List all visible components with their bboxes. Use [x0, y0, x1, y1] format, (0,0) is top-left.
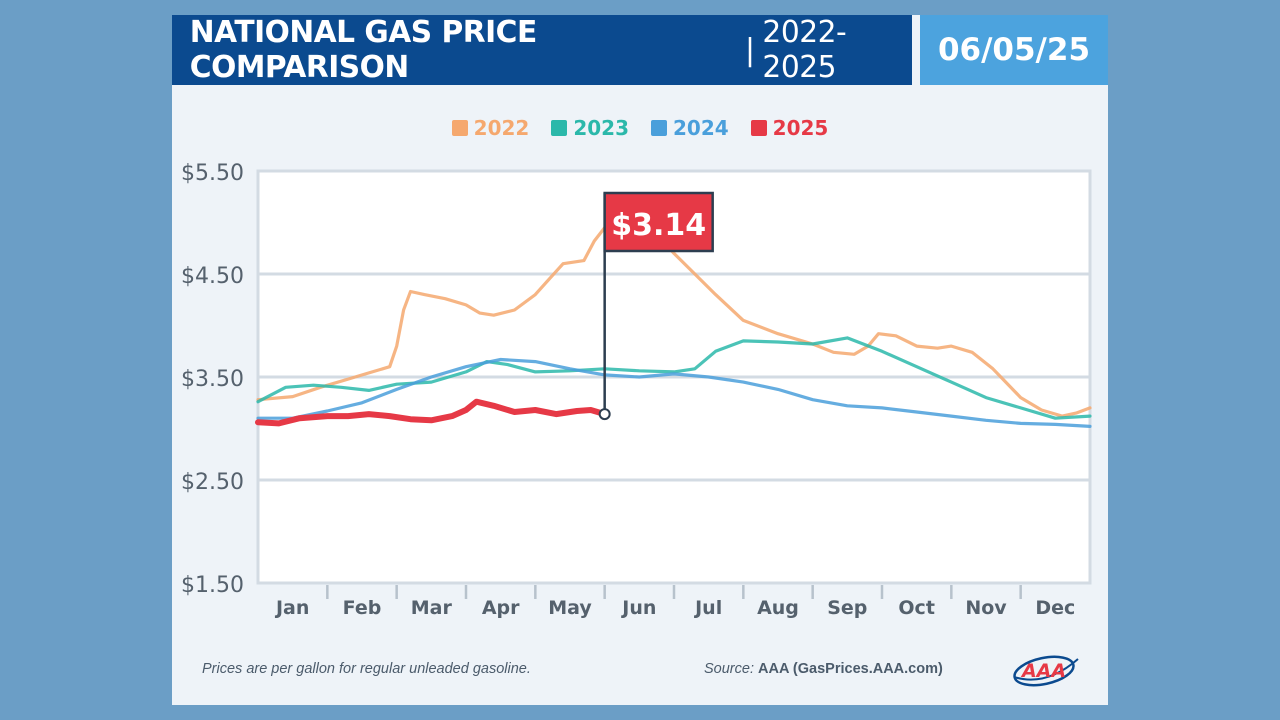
x-tick-label: Nov — [965, 597, 1007, 619]
footnote: Prices are per gallon for regular unlead… — [202, 661, 531, 677]
legend-label-2023: 2023 — [573, 116, 629, 140]
flag-point — [598, 408, 611, 421]
x-tick-label: Apr — [482, 597, 520, 619]
legend-item-2023: 2023 — [551, 115, 629, 141]
y-tick-label: $2.50 — [181, 470, 244, 495]
source-label: Source: — [704, 661, 754, 677]
legend-swatch-2023 — [551, 120, 568, 136]
legend-swatch-2025 — [750, 120, 767, 136]
legend-label-2025: 2025 — [772, 116, 829, 140]
x-tick-label: Mar — [411, 597, 453, 619]
x-tick-label: Dec — [1035, 597, 1075, 619]
legend-swatch-2024 — [651, 120, 667, 136]
series-line-2023 — [256, 336, 1092, 420]
x-tick-label: May — [548, 597, 592, 619]
chart-legend: 2022 2023 2024 2025 — [172, 115, 1108, 141]
legend-label-2024: 2024 — [673, 116, 729, 140]
title-years: 2022-2025 — [762, 15, 847, 85]
source-credit: Source: AAA (GasPrices.AAA.com) — [704, 661, 943, 677]
y-tick-label: $5.50 — [181, 161, 244, 186]
legend-item-2024: 2024 — [651, 115, 729, 141]
x-tick-label: Feb — [343, 597, 382, 619]
y-tick-label: $4.50 — [181, 264, 244, 289]
title-text: NATIONAL GAS PRICE COMPARISON — [189, 15, 537, 85]
line-chart: $5.50 $4.50 $3.50 $2.50 $1.50 Jan Feb Mar Apr May… — [181, 161, 1092, 619]
title-separator: | — [745, 32, 755, 68]
x-tick-label: Jan — [274, 597, 309, 619]
x-tick-label: Oct — [898, 597, 935, 619]
source-value: AAA (GasPrices.AAA.com) — [758, 661, 943, 677]
y-tick-label: $3.50 — [181, 367, 244, 392]
x-tick-label: Sep — [827, 597, 867, 619]
x-tick-label: Aug — [757, 597, 799, 619]
title-bar: NATIONAL GAS PRICE COMPARISON | 2022-202… — [172, 15, 912, 85]
flag-label: $3.14 — [611, 208, 706, 243]
y-tick-label: $1.50 — [181, 573, 244, 598]
legend-swatch-2022 — [451, 120, 468, 136]
series-line-2025 — [255, 398, 608, 427]
logo-text: AAA — [1020, 660, 1066, 682]
legend-item-2025: 2025 — [750, 115, 829, 141]
legend-item-2022: 2022 — [451, 115, 530, 141]
flag-box — [603, 191, 714, 253]
x-tick-label: Jun — [620, 597, 656, 619]
legend-label-2022: 2022 — [473, 116, 530, 140]
series-line-2024 — [256, 357, 1092, 428]
infographic-card: NATIONAL GAS PRICE COMPARISON | 2022-202… — [172, 15, 1108, 705]
aaa-logo: AAA — [1013, 655, 1079, 687]
date-badge: 06/05/25 — [920, 15, 1108, 85]
x-tick-label: Jul — [693, 597, 722, 619]
header: NATIONAL GAS PRICE COMPARISON | 2022-202… — [172, 15, 1108, 85]
